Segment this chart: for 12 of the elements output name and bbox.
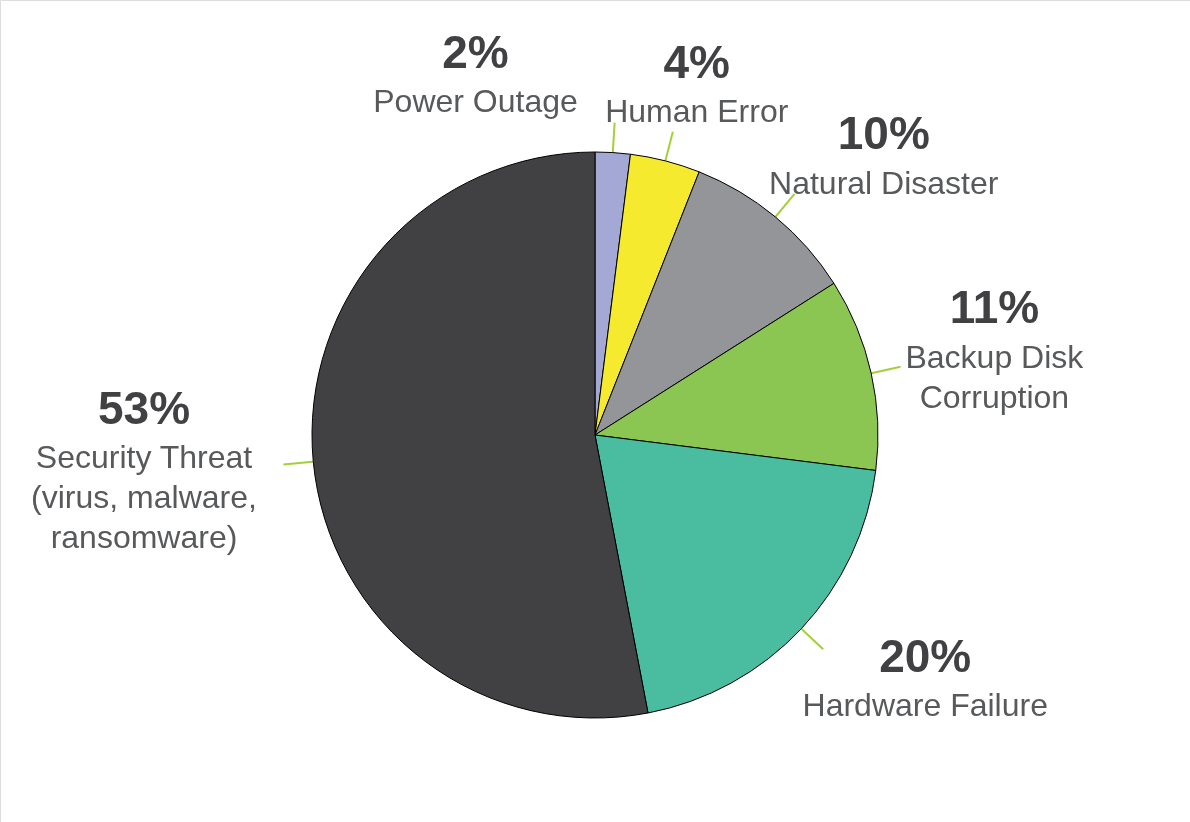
slice-label: Backup Disk Corruption	[905, 338, 1085, 415]
data-label: 20%	[879, 629, 972, 682]
data-label: 2%	[442, 25, 509, 78]
slice-label: Human Error	[605, 93, 789, 130]
data-label: 11%	[949, 281, 1040, 334]
slice-label: Hardware Failure	[802, 686, 1048, 723]
slice-label: Power Outage	[373, 82, 578, 119]
slice-label: Natural Disaster	[769, 164, 999, 201]
slice-label: Security Threat (virus, malware, ransomware)	[31, 438, 257, 555]
data-label: 53%	[97, 381, 191, 434]
data-label: 10%	[837, 107, 930, 160]
data-label: 4%	[663, 36, 731, 89]
